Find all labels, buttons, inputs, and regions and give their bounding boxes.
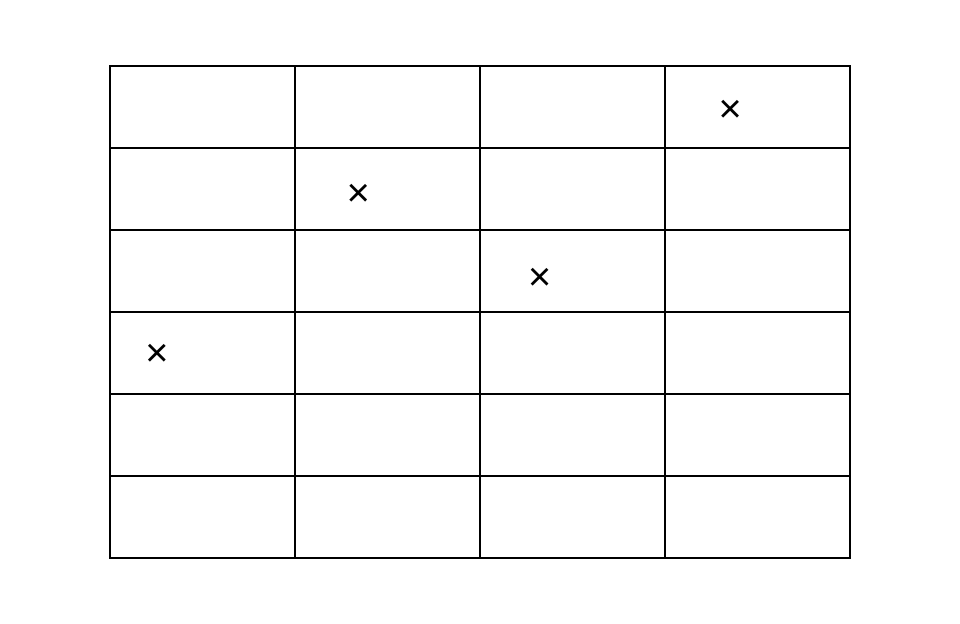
grid-cell: [295, 230, 480, 312]
grid-cell: ×: [665, 66, 850, 148]
grid-cell: [480, 66, 665, 148]
grid-row: ×: [110, 148, 850, 230]
grid-cell: [665, 312, 850, 394]
x-mark-icon: ×: [718, 89, 741, 129]
grid-cell: [665, 230, 850, 312]
grid-cell: [295, 312, 480, 394]
grid-cell: [480, 312, 665, 394]
grid-body: × × × ×: [110, 66, 850, 558]
grid-table: × × × ×: [109, 65, 851, 559]
grid-cell: [665, 394, 850, 476]
grid-cell: ×: [110, 312, 295, 394]
grid-cell: [480, 148, 665, 230]
grid-cell: [480, 476, 665, 558]
grid-cell: [665, 148, 850, 230]
grid-cell: [110, 476, 295, 558]
x-mark-icon: ×: [145, 333, 168, 373]
grid-row: ×: [110, 66, 850, 148]
grid-cell: [110, 394, 295, 476]
grid-cell: [295, 66, 480, 148]
x-mark-icon: ×: [347, 173, 370, 213]
grid-cell: [480, 394, 665, 476]
x-mark-icon: ×: [528, 257, 551, 297]
grid-row: [110, 476, 850, 558]
grid-row: [110, 394, 850, 476]
grid-cell: ×: [480, 230, 665, 312]
grid-cell: [110, 148, 295, 230]
grid: × × × ×: [109, 65, 851, 559]
grid-cell: [110, 230, 295, 312]
grid-cell: [295, 476, 480, 558]
grid-cell: [295, 394, 480, 476]
grid-cell: [665, 476, 850, 558]
grid-cell: [110, 66, 295, 148]
grid-cell: ×: [295, 148, 480, 230]
grid-row: ×: [110, 312, 850, 394]
grid-row: ×: [110, 230, 850, 312]
